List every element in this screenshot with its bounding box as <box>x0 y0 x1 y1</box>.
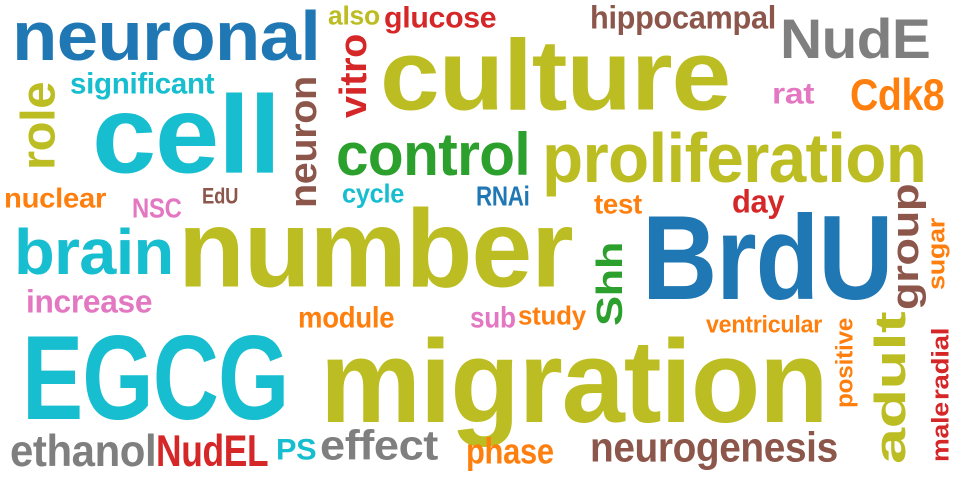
word-ethanol: ethanol <box>10 427 157 476</box>
word-nsc: NSC <box>132 192 182 224</box>
word-ventricular: ventricular <box>706 310 823 338</box>
word-rnai: RNAi <box>476 180 530 212</box>
word-day: day <box>732 184 785 220</box>
word-nudel: NudEL <box>156 427 269 476</box>
word-migration: migration <box>320 314 829 448</box>
word-cdk8: Cdk8 <box>850 71 945 120</box>
word-edu: EdU <box>202 184 239 209</box>
word-cycle: cycle <box>342 180 405 209</box>
word-group: group <box>883 183 927 310</box>
word-also: also <box>328 2 380 31</box>
word-nuclear: nuclear <box>4 182 107 214</box>
word-increase: increase <box>26 284 153 320</box>
word-study: study <box>518 302 586 331</box>
word-positive: positive <box>830 317 858 408</box>
word-rat: rat <box>772 76 815 110</box>
word-effect: effect <box>320 421 438 469</box>
word-number: number <box>178 186 574 311</box>
word-male: male <box>926 402 954 462</box>
word-phase: phase <box>466 432 554 472</box>
word-adult: adult <box>865 312 915 464</box>
word-brdu: BrdU <box>642 190 893 325</box>
word-sub: sub <box>470 300 516 334</box>
word-role: role <box>11 81 65 170</box>
word-vitro: vitro <box>331 34 375 118</box>
word-proliferation: proliferation <box>542 119 927 198</box>
word-glucose: glucose <box>384 0 497 34</box>
word-nude: NudE <box>780 8 931 71</box>
word-culture: culture <box>380 19 731 132</box>
word-significant: significant <box>70 66 215 100</box>
word-shh: Shh <box>590 242 630 326</box>
word-hippocampal: hippocampal <box>590 0 776 36</box>
word-egcg: EGCG <box>22 310 289 445</box>
word-radial: radial <box>926 327 954 400</box>
word-neurogenesis: neurogenesis <box>590 423 838 471</box>
word-brain: brain <box>14 216 174 288</box>
word-sugar: sugar <box>922 217 950 290</box>
word-cell: cell <box>92 72 281 197</box>
word-control: control <box>336 120 531 188</box>
word-test: test <box>594 188 642 220</box>
word-ps: PS <box>276 432 317 466</box>
word-neuronal: neuronal <box>12 0 321 76</box>
word-module: module <box>298 300 395 334</box>
